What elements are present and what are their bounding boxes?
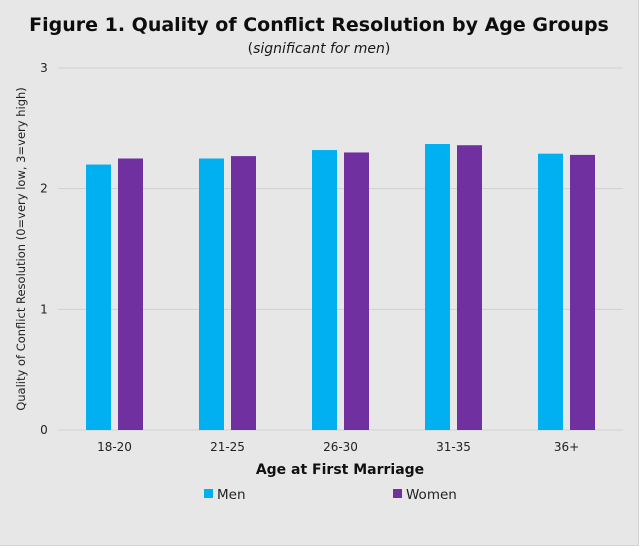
subtitle-open: ( <box>247 41 254 57</box>
legend-swatch-women <box>393 489 402 498</box>
bar-women-31-35 <box>457 145 482 430</box>
bars <box>86 144 595 431</box>
bar-men-26-30 <box>312 150 337 430</box>
bar-women-26-30 <box>344 152 369 430</box>
bar-women-21-25 <box>231 156 256 430</box>
y-tick-label: 1 <box>40 302 48 316</box>
legend-label-men: Men <box>217 487 246 503</box>
y-tick-label: 0 <box>40 423 48 437</box>
x-axis-title: Age at First Marriage <box>256 462 424 478</box>
bar-men-21-25 <box>199 158 224 430</box>
x-tick-label: 31-35 <box>436 440 471 454</box>
x-tick-labels: 18-20 21-25 26-30 31-35 36+ <box>97 440 579 454</box>
x-tick-label: 18-20 <box>97 440 132 454</box>
y-tick-label: 3 <box>40 61 48 75</box>
x-tick-label: 21-25 <box>210 440 245 454</box>
gridlines <box>58 67 623 431</box>
legend: Men Women <box>204 487 457 503</box>
chart-title: Figure 1. Quality of Conflict Resolution… <box>29 14 609 36</box>
y-tick-label: 2 <box>40 182 48 196</box>
subtitle-close: ) <box>384 41 391 57</box>
x-tick-label: 36+ <box>554 440 579 454</box>
bar-women-36+ <box>570 154 595 430</box>
bar-women-18-20 <box>118 158 143 430</box>
legend-swatch-men <box>204 489 213 498</box>
bar-men-36+ <box>538 153 563 430</box>
chart-subtitle: (significant for men) <box>0 41 638 57</box>
bar-men-31-35 <box>425 144 450 430</box>
x-tick-label: 26-30 <box>323 440 358 454</box>
bar-men-18-20 <box>86 164 111 431</box>
subtitle-text: significant for men <box>253 41 385 57</box>
legend-label-women: Women <box>406 487 457 503</box>
y-axis-title: Quality of Conflict Resolution (0=very l… <box>14 87 28 411</box>
y-tick-labels: 0 1 2 3 <box>40 61 48 437</box>
